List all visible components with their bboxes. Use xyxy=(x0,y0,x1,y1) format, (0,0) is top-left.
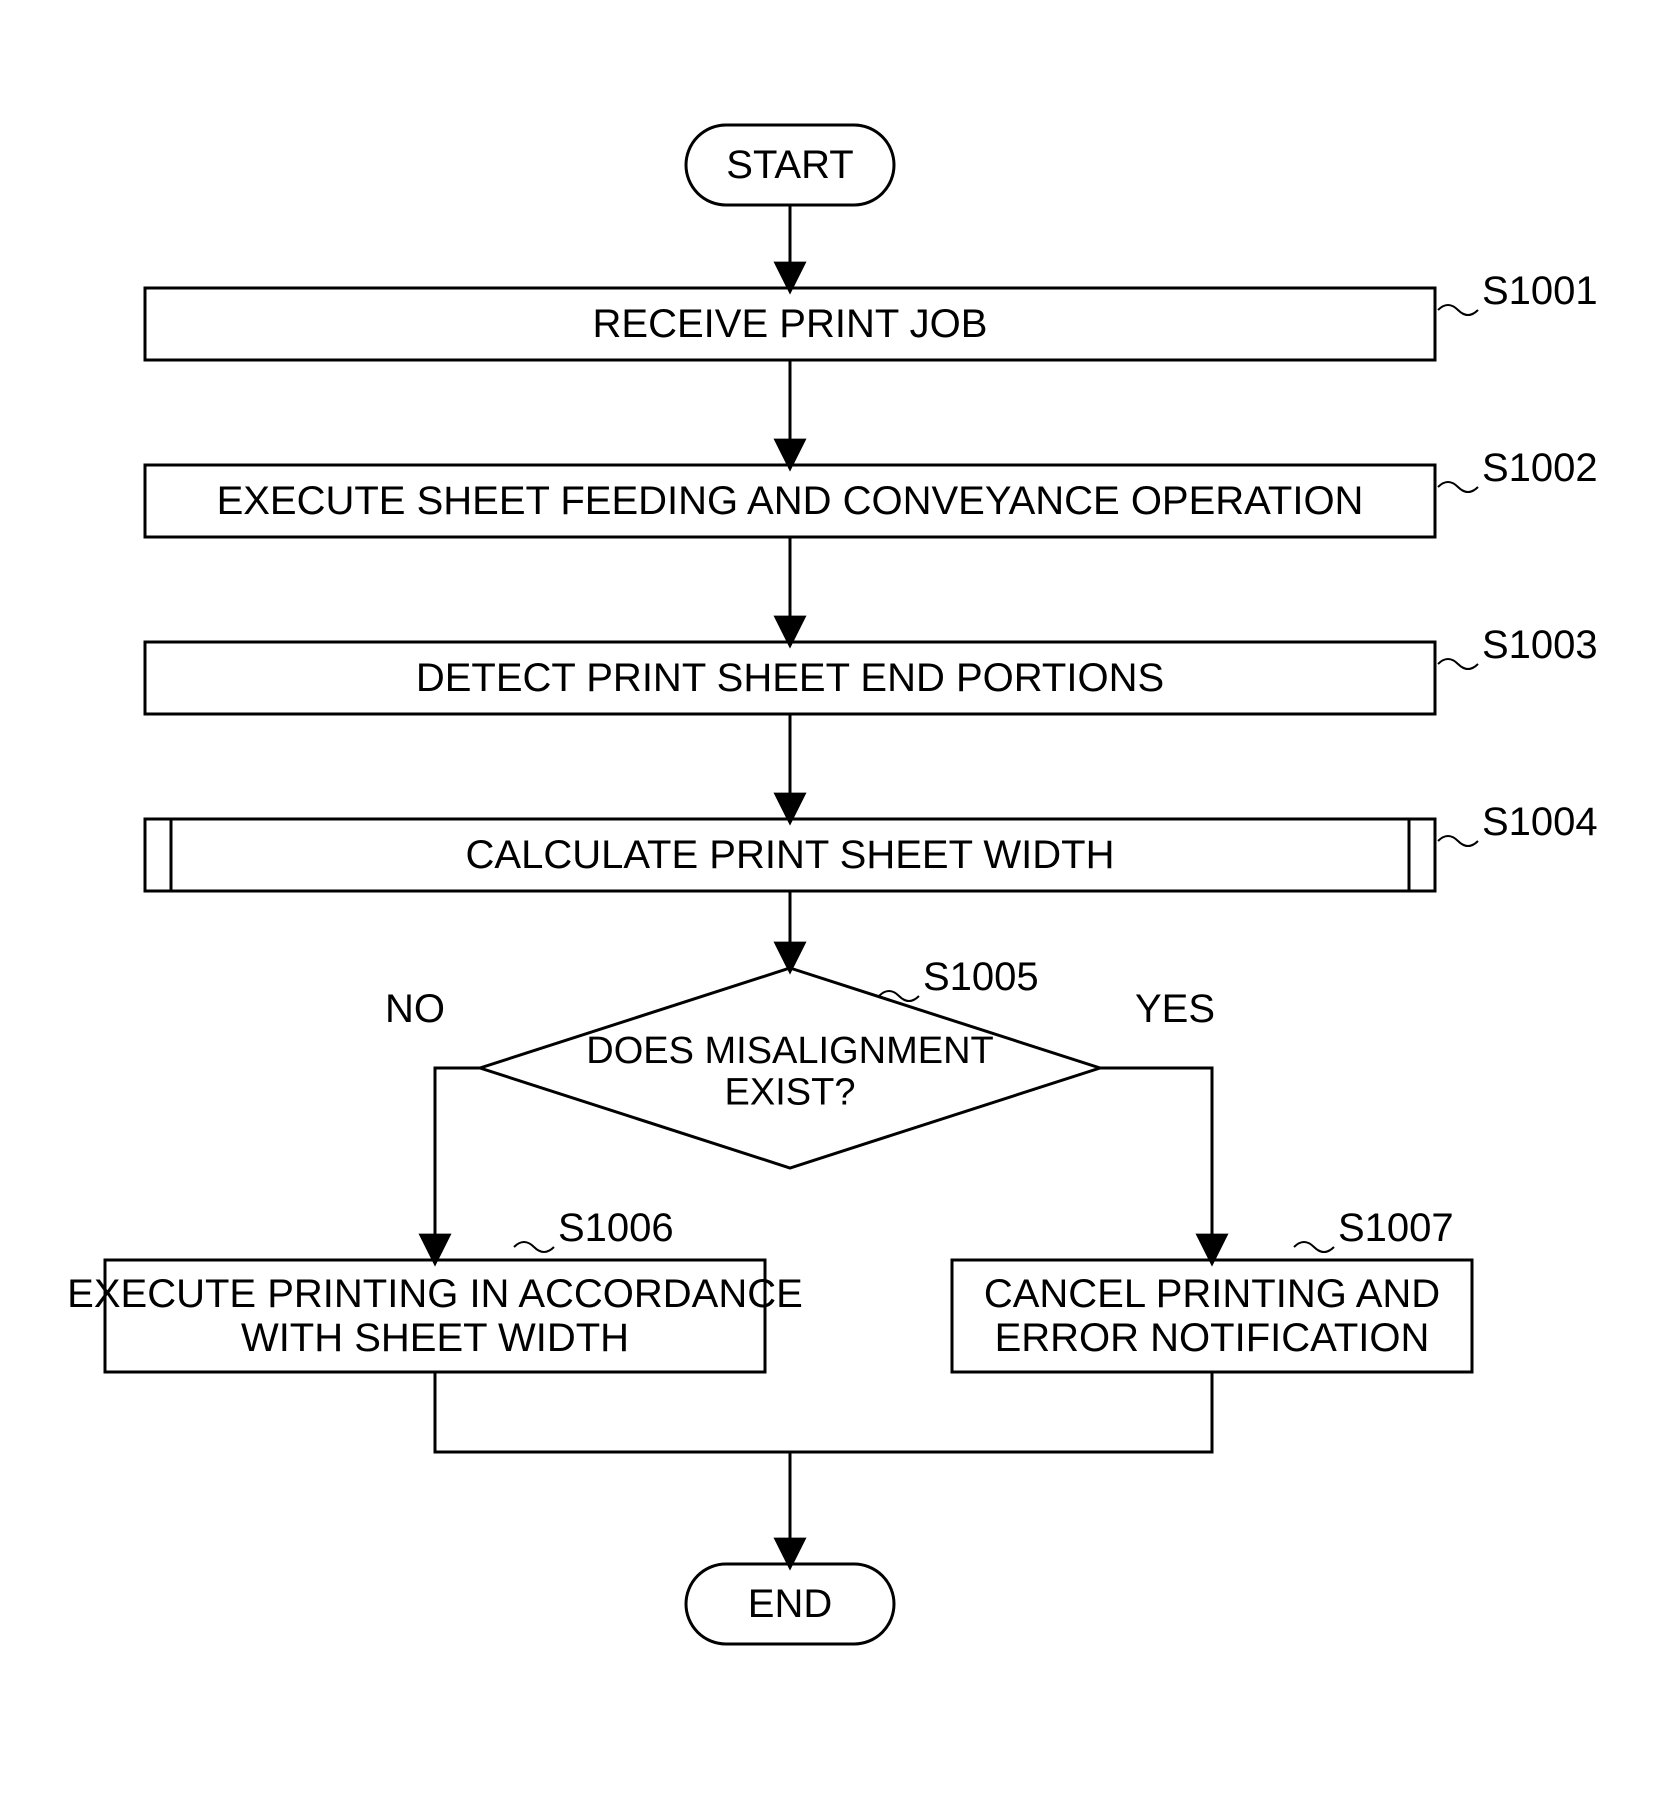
step-S1004: CALCULATE PRINT SHEET WIDTH xyxy=(145,819,1435,891)
decision-line2: EXIST? xyxy=(725,1072,856,1114)
svg-text:S1007: S1007 xyxy=(1338,1206,1454,1250)
step-S1006: EXECUTE PRINTING IN ACCORDANCEWITH SHEET… xyxy=(67,1260,803,1372)
svg-text:S1001: S1001 xyxy=(1482,269,1598,313)
svg-text:S1002: S1002 xyxy=(1482,446,1598,490)
branch-no-label: NO xyxy=(385,987,445,1031)
svg-text:S1004: S1004 xyxy=(1482,800,1598,844)
svg-text:S1006: S1006 xyxy=(558,1206,674,1250)
svg-text:S1005: S1005 xyxy=(923,955,1039,999)
decision-line1: DOES MISALIGNMENT xyxy=(586,1030,994,1072)
step-S1007-line2: ERROR NOTIFICATION xyxy=(995,1316,1430,1360)
svg-text:S1003: S1003 xyxy=(1482,623,1598,667)
end-terminator: END xyxy=(686,1564,894,1644)
branch-yes-label: YES xyxy=(1135,987,1215,1031)
step-S1002: EXECUTE SHEET FEEDING AND CONVEYANCE OPE… xyxy=(145,465,1435,537)
step-S1001: RECEIVE PRINT JOB xyxy=(145,288,1435,360)
step-S1006-line2: WITH SHEET WIDTH xyxy=(241,1316,629,1360)
start-label: START xyxy=(726,143,853,187)
start-terminator: START xyxy=(686,125,894,205)
step-S1004-text: CALCULATE PRINT SHEET WIDTH xyxy=(466,833,1115,877)
step-S1002-text: EXECUTE SHEET FEEDING AND CONVEYANCE OPE… xyxy=(217,479,1364,523)
end-label: END xyxy=(748,1582,832,1626)
step-S1003-text: DETECT PRINT SHEET END PORTIONS xyxy=(416,656,1164,700)
step-S1007-line1: CANCEL PRINTING AND xyxy=(984,1272,1440,1316)
step-S1006-line1: EXECUTE PRINTING IN ACCORDANCE xyxy=(67,1272,803,1316)
step-S1003: DETECT PRINT SHEET END PORTIONS xyxy=(145,642,1435,714)
step-S1007: CANCEL PRINTING ANDERROR NOTIFICATION xyxy=(952,1260,1472,1372)
step-S1001-text: RECEIVE PRINT JOB xyxy=(593,302,988,346)
